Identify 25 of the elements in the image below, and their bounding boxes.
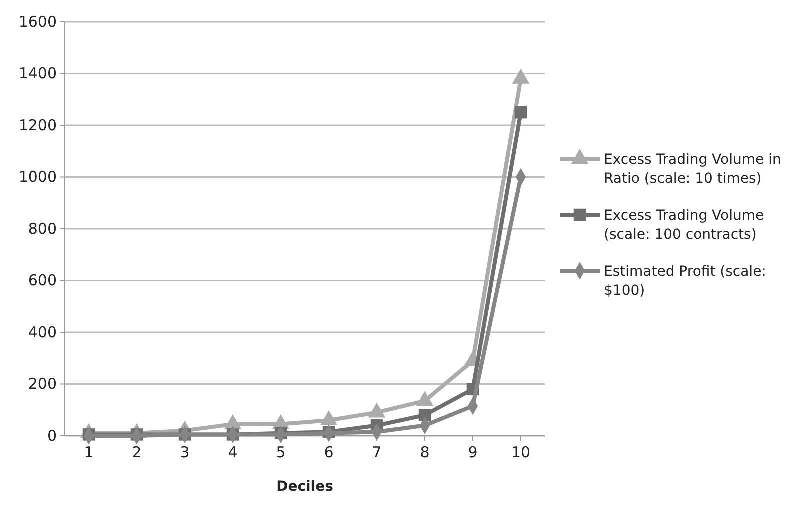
x-tick-label: 3 (180, 444, 190, 462)
x-tick-label: 6 (324, 444, 334, 462)
y-tick-label: 200 (28, 375, 57, 394)
x-tick-label: 8 (420, 444, 430, 462)
x-tick-label: 10 (511, 444, 531, 462)
legend-label: Excess Trading Volume (scale: 100 contracts) (604, 208, 764, 243)
x-tick-label: 1 (84, 444, 94, 462)
legend-label: Estimated Profit (scale: $100) (604, 264, 766, 299)
legend-label: Excess Trading Volume in Ratio (scale: 10 times) (604, 152, 782, 187)
y-tick-label: 1000 (18, 168, 57, 186)
x-tick-label: 7 (372, 444, 382, 462)
x-tick-label: 5 (276, 444, 286, 462)
x-tick-label: 9 (468, 444, 478, 462)
y-tick-label: 1400 (18, 64, 57, 83)
y-tick-label: 400 (28, 323, 57, 342)
y-tick-label: 1200 (18, 116, 57, 134)
point (418, 409, 432, 422)
y-tick-label: 0 (47, 426, 57, 445)
x-axis-title: Deciles (276, 479, 334, 495)
point (514, 106, 528, 119)
y-tick-label: 1600 (18, 12, 57, 31)
y-tick-label: 800 (28, 220, 57, 238)
y-tick-label: 600 (28, 272, 57, 290)
x-tick-label: 2 (132, 444, 142, 462)
x-tick-label: 4 (228, 444, 238, 462)
